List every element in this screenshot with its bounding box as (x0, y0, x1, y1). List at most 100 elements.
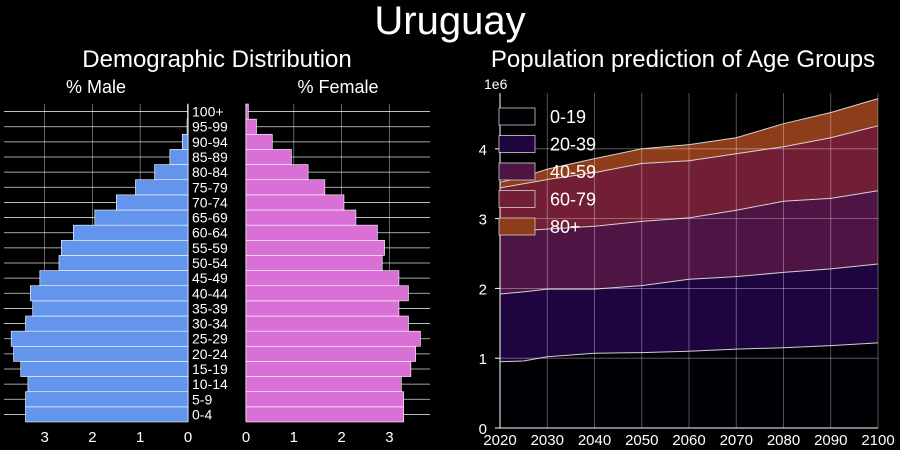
pyramid-title: Demographic Distribution (82, 46, 351, 73)
area-edge-20-39 (499, 263, 879, 295)
female-tick-label: 3 (385, 429, 393, 446)
age-group-label: 75-79 (192, 179, 228, 195)
x-tick-label: 2050 (625, 432, 658, 449)
male-bar-80-84 (154, 164, 189, 181)
male-tick-label: 0 (184, 429, 192, 446)
legend-swatch-20-39 (498, 135, 536, 153)
legend-swatch-0-19 (498, 107, 536, 126)
female-bar-0-4 (245, 406, 405, 423)
age-group-label: 45-49 (192, 270, 228, 286)
area-edge-0-19 (499, 342, 879, 363)
female-bar-25-29 (245, 330, 421, 347)
age-group-label: 25-29 (192, 331, 228, 347)
female-tick-label: 1 (290, 429, 298, 446)
female-bar-50-54 (245, 255, 383, 271)
male-bar-35-39 (32, 300, 189, 317)
female-bar-40-44 (245, 285, 409, 302)
female-bar-55-59 (245, 239, 385, 256)
female-bar-95-99 (245, 118, 257, 135)
y-scale-label: 1e6 (484, 76, 508, 92)
x-tick-label: 2040 (578, 432, 611, 449)
area-80+ (500, 98, 878, 188)
female-bar-75-79 (245, 179, 326, 196)
age-group-label: 70-74 (192, 194, 228, 210)
y-tick-label: 1 (479, 351, 487, 368)
x-tick-label: 2080 (767, 432, 800, 449)
legend-swatch-40-59 (498, 162, 536, 181)
male-bar-55-59 (61, 239, 189, 256)
y-tick-label: 3 (479, 212, 487, 229)
male-bar-70-74 (116, 194, 189, 211)
female-bar-80-84 (245, 164, 309, 181)
legend-label-20-39: 20-39 (550, 135, 596, 155)
age-group-label: 10-14 (192, 376, 228, 392)
female-bar-60-64 (245, 224, 378, 241)
male-bar-25-29 (10, 330, 189, 347)
area-60-79 (500, 125, 878, 234)
female-bar-35-39 (245, 300, 400, 317)
male-bar-15-19 (20, 361, 189, 377)
area-edge-40-59 (499, 190, 879, 235)
area-edge-60-79 (499, 125, 879, 189)
age-group-label: 40-44 (192, 285, 228, 301)
male-bar-90-94 (181, 133, 189, 150)
male-bar-75-79 (135, 179, 189, 196)
age-group-label: 80-84 (192, 164, 228, 180)
age-group-label: 95-99 (192, 119, 228, 135)
female-bar-20-24 (245, 345, 416, 362)
female-bar-90-94 (245, 133, 273, 150)
legend: 0-19 20-39 40-59 60-79 80+ (498, 107, 596, 237)
female-bar-65-69 (245, 209, 357, 226)
age-group-label: 20-24 (192, 346, 228, 362)
male-axis-title: % Male (66, 77, 126, 97)
age-group-label: 15-19 (192, 361, 228, 377)
population-prediction-chart: Population prediction of Age Groups 1e6 … (479, 46, 895, 449)
male-bar-30-34 (25, 315, 189, 332)
female-bar-85-89 (245, 149, 292, 165)
male-tick-label: 1 (136, 429, 144, 446)
legend-swatch-80+ (498, 217, 536, 236)
area-title: Population prediction of Age Groups (491, 46, 875, 73)
legend-label-0-19: 0-19 (550, 107, 586, 127)
age-group-label: 85-89 (192, 149, 228, 165)
age-group-label: 50-54 (192, 255, 228, 271)
x-tick-label: 2030 (531, 432, 564, 449)
male-bar-60-64 (72, 224, 189, 241)
male-bar-45-49 (39, 270, 189, 287)
age-group-label: 90-94 (192, 134, 228, 150)
area-40-59 (500, 190, 878, 294)
female-bar-70-74 (245, 194, 345, 211)
area-0-19 (500, 342, 878, 428)
y-tick-label: 2 (479, 281, 487, 298)
male-bar-65-69 (94, 209, 189, 226)
x-tick-label: 2070 (720, 432, 753, 449)
male-bar-40-44 (29, 285, 189, 302)
male-bar-95-99 (186, 118, 189, 135)
area-20-39 (500, 264, 878, 362)
male-tick-label: 2 (88, 429, 96, 446)
area-edge-80+ (499, 98, 879, 183)
female-axis-title: % Female (297, 77, 378, 97)
female-bar-45-49 (245, 270, 400, 287)
female-tick-label: 0 (242, 429, 250, 446)
age-group-label: 100+ (192, 104, 224, 120)
female-bar-100+ (245, 103, 249, 120)
age-group-label: 65-69 (192, 210, 228, 226)
female-bar-15-19 (245, 361, 412, 377)
x-tick-label: 2060 (672, 432, 705, 449)
female-tick-label: 2 (337, 429, 345, 446)
x-tick-label: 2090 (814, 432, 847, 449)
male-bar-85-89 (169, 149, 189, 165)
demographic-pyramid: Demographic Distribution % Male % Female… (4, 46, 430, 446)
figure-title: Uruguay (374, 0, 525, 43)
x-tick-label: 2020 (483, 432, 516, 449)
y-tick-label: 0 (479, 421, 487, 438)
age-group-label: 0-4 (192, 406, 212, 422)
female-bar-5-9 (245, 391, 405, 408)
female-bar-30-34 (245, 315, 409, 332)
male-bar-10-14 (27, 376, 189, 393)
legend-label-40-59: 40-59 (550, 162, 596, 182)
female-bar-10-14 (245, 376, 402, 393)
age-group-label: 30-34 (192, 316, 228, 332)
